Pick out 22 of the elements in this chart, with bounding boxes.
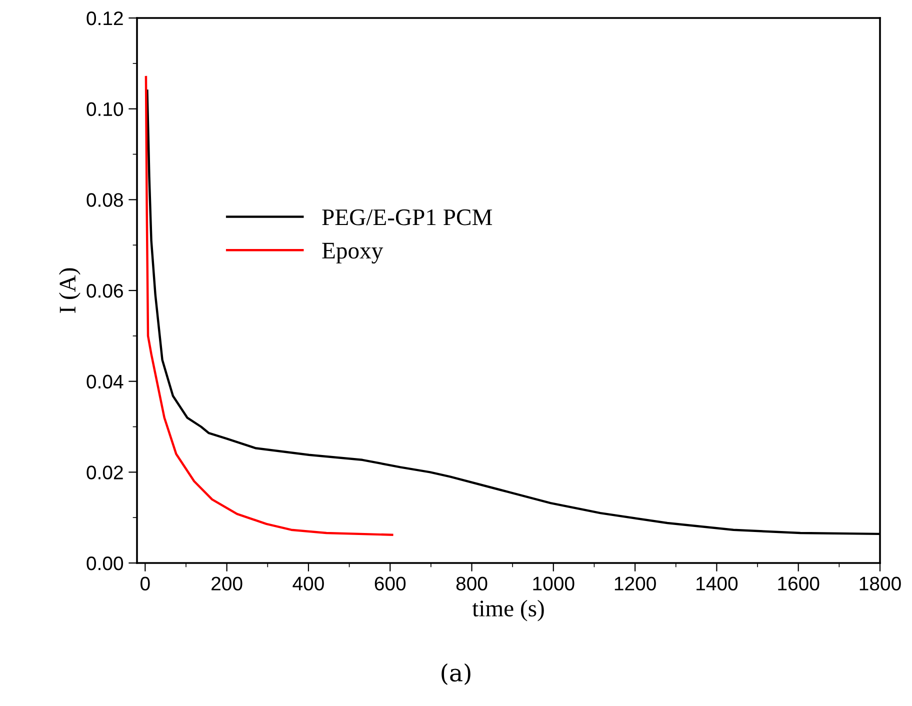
y-tick-label: 0.04 <box>86 374 124 389</box>
x-tick-label: 1600 <box>778 576 820 590</box>
x-tick-label: 800 <box>456 576 488 590</box>
x-tick-label: 1800 <box>860 576 901 590</box>
x-tick-label: 200 <box>212 576 242 590</box>
x-tick-label: 1000 <box>533 576 574 590</box>
y-tick-label: 0.00 <box>86 556 124 570</box>
y-tick-label: 0.02 <box>86 466 123 480</box>
y-tick-label: 0.10 <box>86 102 124 116</box>
x-tick-label: 0 <box>140 576 150 590</box>
y-tick-label: 0.12 <box>86 11 123 26</box>
legend-label: Epoxy <box>322 242 384 264</box>
y-axis-title: I (A) <box>58 268 80 313</box>
x-axis-title: time (s) <box>472 600 544 622</box>
text: (a) <box>442 663 470 685</box>
x-tick-label: 1400 <box>696 576 738 590</box>
x-tick-label: 400 <box>292 576 324 590</box>
y-tick-label: 0.06 <box>86 284 123 298</box>
x-tick-label: 600 <box>374 576 406 590</box>
legend-label: PEG/E-GP1 PCM <box>322 209 492 226</box>
x-tick-label: 1200 <box>614 576 656 590</box>
y-tick-label: 0.08 <box>86 193 123 207</box>
